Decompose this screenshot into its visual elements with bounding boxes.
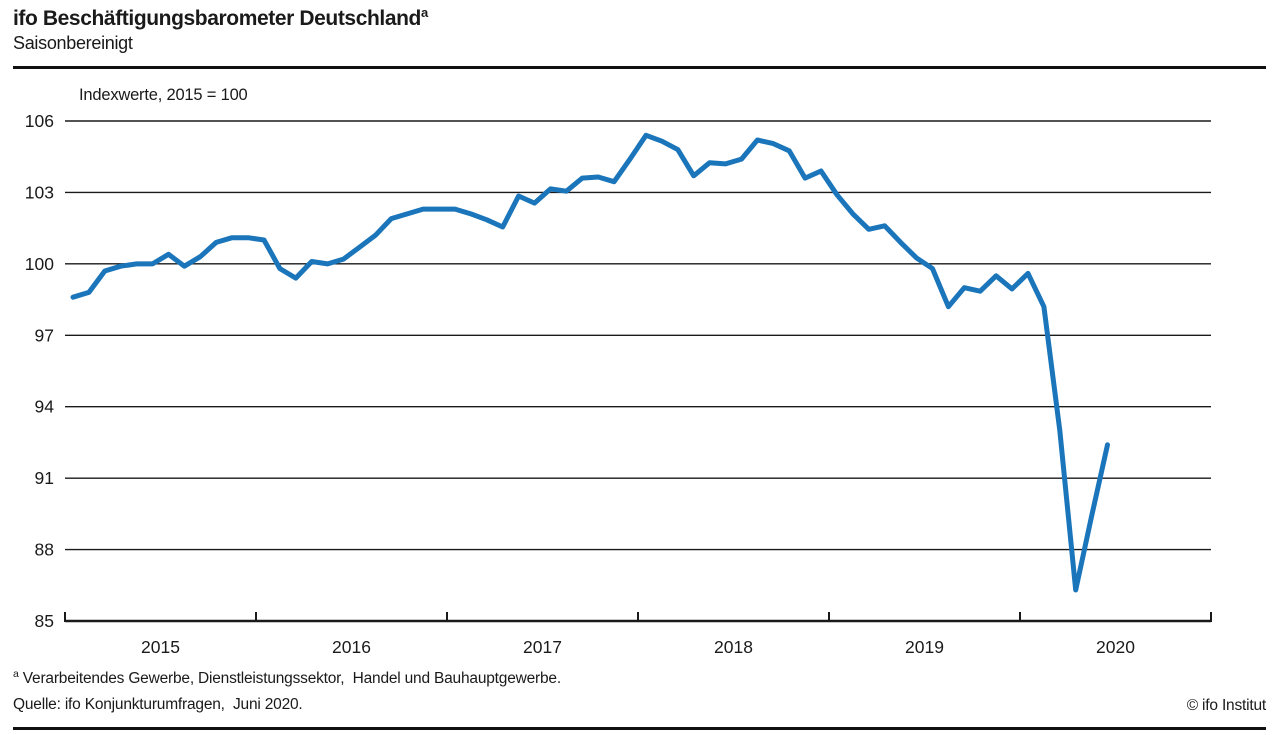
x-tick-label: 2016	[332, 637, 371, 657]
chart-title-footnote-marker: a	[420, 5, 428, 20]
y-tick-label: 88	[35, 540, 54, 560]
barometer-line	[70, 132, 1110, 593]
bottom-divider-rule	[13, 727, 1266, 730]
axis-unit-label: Indexwerte, 2015 = 100	[79, 86, 248, 104]
y-tick-label: 97	[35, 325, 54, 345]
x-tick-label: 2017	[523, 637, 562, 657]
y-tick-label: 85	[35, 611, 54, 631]
x-tick-label: 2019	[905, 637, 944, 657]
y-tick-label: 103	[25, 182, 54, 202]
x-tick-label: 2015	[141, 637, 180, 657]
y-tick-label: 94	[35, 397, 55, 417]
footnote: a Verarbeitendes Gewerbe, Dienstleistung…	[13, 668, 561, 688]
x-tick-label: 2018	[714, 637, 753, 657]
source-line: Quelle: ifo Konjunkturumfragen, Juni 202…	[13, 696, 303, 713]
chart-subtitle: Saisonbereinigt	[13, 33, 133, 53]
y-tick-label: 100	[25, 254, 54, 274]
footnote-text: Verarbeitendes Gewerbe, Dienstleistungss…	[18, 670, 561, 688]
y-tick-label: 106	[25, 111, 54, 131]
chart-title-text: ifo Beschäftigungsbarometer Deutschland	[13, 7, 421, 30]
copyright-notice: © ifo Institut	[1186, 697, 1266, 714]
top-divider-rule	[13, 66, 1266, 69]
y-tick-label: 91	[35, 468, 54, 488]
x-tick-label: 2020	[1096, 637, 1135, 657]
chart-title: ifo Beschäftigungsbarometer Deutschlanda	[13, 5, 428, 31]
footnote-marker: a	[13, 668, 19, 680]
